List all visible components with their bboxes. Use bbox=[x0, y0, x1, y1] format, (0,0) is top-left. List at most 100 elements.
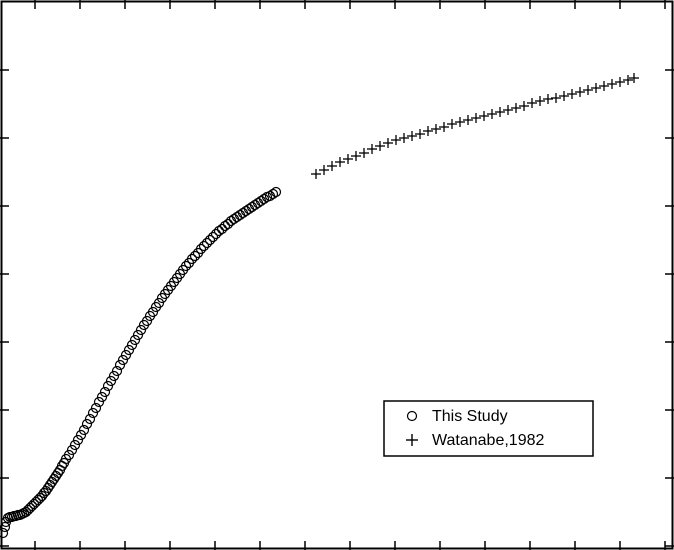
data-point-this-study bbox=[2, 512, 14, 524]
data-point-watanabe-1982 bbox=[351, 151, 361, 161]
data-point-this-study bbox=[90, 402, 102, 414]
data-point-this-study bbox=[258, 193, 270, 205]
data-point-watanabe-1982 bbox=[495, 107, 505, 117]
data-point-watanabe-1982 bbox=[479, 111, 489, 121]
data-point-this-study bbox=[105, 375, 117, 387]
series-this-study bbox=[0, 186, 282, 539]
data-point-watanabe-1982 bbox=[511, 103, 521, 113]
data-point-watanabe-1982 bbox=[519, 101, 529, 111]
data-point-this-study bbox=[135, 324, 147, 336]
legend-label-watanabe: Watanabe,1982 bbox=[432, 432, 544, 449]
data-point-this-study bbox=[129, 334, 141, 346]
data-point-watanabe-1982 bbox=[343, 154, 353, 164]
data-point-this-study bbox=[87, 407, 99, 419]
data-point-this-study bbox=[207, 231, 219, 243]
data-point-watanabe-1982 bbox=[367, 144, 377, 154]
data-point-this-study bbox=[132, 329, 144, 341]
data-point-this-study bbox=[222, 218, 234, 230]
data-point-watanabe-1982 bbox=[591, 83, 601, 93]
legend: This Study Watanabe,1982 bbox=[383, 400, 594, 457]
data-point-this-study bbox=[93, 396, 105, 408]
data-point-this-study bbox=[111, 365, 123, 377]
data-point-watanabe-1982 bbox=[383, 138, 393, 148]
data-point-watanabe-1982 bbox=[551, 93, 561, 103]
data-point-watanabe-1982 bbox=[407, 131, 417, 141]
data-point-watanabe-1982 bbox=[599, 81, 609, 91]
data-point-this-study bbox=[117, 354, 129, 366]
data-point-this-study bbox=[0, 527, 9, 539]
data-point-watanabe-1982 bbox=[391, 135, 401, 145]
data-point-watanabe-1982 bbox=[431, 124, 441, 134]
data-point-this-study bbox=[72, 434, 84, 446]
data-point-watanabe-1982 bbox=[319, 165, 329, 175]
data-point-this-study bbox=[108, 370, 120, 382]
data-point-watanabe-1982 bbox=[375, 141, 385, 151]
data-point-this-study bbox=[120, 349, 132, 361]
data-point-watanabe-1982 bbox=[567, 89, 577, 99]
data-point-watanabe-1982 bbox=[463, 115, 473, 125]
data-point-watanabe-1982 bbox=[335, 157, 345, 167]
data-point-this-study bbox=[63, 449, 75, 461]
series-watanabe-1982 bbox=[311, 73, 639, 179]
data-point-this-study bbox=[78, 424, 90, 436]
data-point-watanabe-1982 bbox=[543, 94, 553, 104]
data-point-this-study bbox=[153, 297, 165, 309]
data-point-watanabe-1982 bbox=[311, 169, 321, 179]
data-point-this-study bbox=[66, 444, 78, 456]
data-point-watanabe-1982 bbox=[487, 109, 497, 119]
data-point-watanabe-1982 bbox=[575, 87, 585, 97]
data-point-this-study bbox=[201, 237, 213, 249]
data-point-this-study bbox=[189, 250, 201, 262]
data-point-watanabe-1982 bbox=[447, 119, 457, 129]
data-point-watanabe-1982 bbox=[415, 129, 425, 139]
data-point-this-study bbox=[81, 418, 93, 430]
data-point-this-study bbox=[198, 240, 210, 252]
data-point-watanabe-1982 bbox=[629, 73, 639, 83]
data-point-this-study bbox=[204, 234, 216, 246]
data-point-watanabe-1982 bbox=[615, 77, 625, 87]
data-point-watanabe-1982 bbox=[455, 117, 465, 127]
data-point-watanabe-1982 bbox=[607, 79, 617, 89]
data-point-watanabe-1982 bbox=[623, 75, 633, 85]
data-point-watanabe-1982 bbox=[399, 133, 409, 143]
legend-label-this-study: This Study bbox=[432, 408, 508, 425]
data-point-this-study bbox=[99, 386, 111, 398]
data-point-this-study bbox=[0, 521, 11, 533]
data-point-watanabe-1982 bbox=[359, 148, 369, 158]
data-point-watanabe-1982 bbox=[535, 96, 545, 106]
data-point-this-study bbox=[114, 359, 126, 371]
legend-marker-watanabe bbox=[406, 434, 418, 446]
data-point-this-study bbox=[75, 429, 87, 441]
data-point-watanabe-1982 bbox=[439, 122, 449, 132]
data-point-this-study bbox=[216, 223, 228, 235]
data-point-this-study bbox=[213, 225, 225, 237]
data-point-watanabe-1982 bbox=[527, 98, 537, 108]
data-point-this-study bbox=[270, 186, 282, 198]
data-point-this-study bbox=[84, 413, 96, 425]
data-point-this-study bbox=[267, 188, 279, 200]
data-point-this-study bbox=[126, 339, 138, 351]
data-point-this-study bbox=[219, 220, 231, 232]
data-point-watanabe-1982 bbox=[559, 91, 569, 101]
data-point-this-study bbox=[6, 511, 18, 523]
data-point-watanabe-1982 bbox=[423, 126, 433, 136]
data-point-watanabe-1982 bbox=[583, 85, 593, 95]
data-marks bbox=[0, 73, 639, 539]
legend-marker-this-study bbox=[406, 410, 418, 422]
data-point-this-study bbox=[96, 391, 108, 403]
legend-box bbox=[383, 400, 594, 457]
data-point-this-study bbox=[186, 253, 198, 265]
data-point-this-study bbox=[141, 315, 153, 327]
data-point-this-study bbox=[180, 260, 192, 272]
data-point-this-study bbox=[102, 380, 114, 392]
data-point-this-study bbox=[210, 228, 222, 240]
data-point-this-study bbox=[147, 306, 159, 318]
data-point-watanabe-1982 bbox=[471, 113, 481, 123]
data-point-this-study bbox=[69, 439, 81, 451]
data-point-watanabe-1982 bbox=[327, 161, 337, 171]
data-point-watanabe-1982 bbox=[503, 105, 513, 115]
